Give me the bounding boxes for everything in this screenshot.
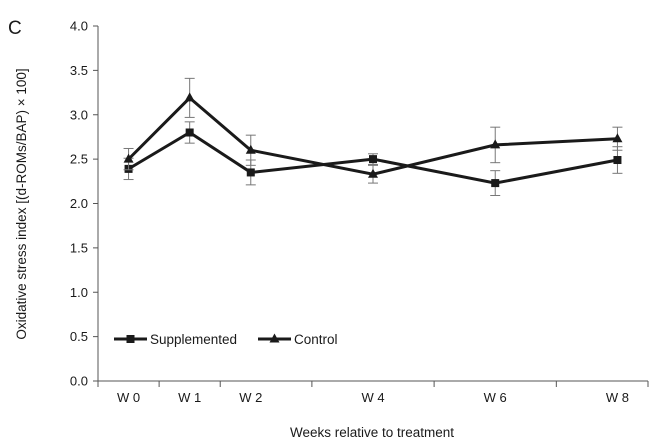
data-point-triangle bbox=[612, 133, 623, 143]
data-point-triangle bbox=[184, 92, 195, 102]
data-point-triangle bbox=[368, 168, 378, 178]
x-tick-label: W 8 bbox=[606, 390, 629, 405]
y-tick-label: 0.5 bbox=[70, 329, 88, 344]
data-point-triangle bbox=[490, 139, 501, 149]
y-tick-label: 3.0 bbox=[70, 107, 88, 122]
data-point-square bbox=[491, 179, 500, 188]
plot-area bbox=[123, 77, 623, 197]
x-tick-label: W 6 bbox=[484, 390, 507, 405]
y-tick-label: 3.5 bbox=[70, 63, 88, 78]
series-supplemented bbox=[123, 121, 623, 197]
y-tick-label: 4.0 bbox=[70, 19, 88, 34]
x-axis-title: Weeks relative to treatment bbox=[290, 425, 454, 440]
series-control bbox=[123, 77, 623, 184]
y-tick-label: 1.5 bbox=[70, 240, 88, 255]
legend: Supplemented Control bbox=[114, 332, 338, 347]
data-point-triangle bbox=[123, 153, 134, 163]
y-axis-title: Oxidative stress index [(d-ROMs/BAP) × 1… bbox=[14, 68, 29, 339]
y-tick-label: 2.5 bbox=[70, 152, 88, 167]
data-point-triangle bbox=[245, 144, 256, 154]
y-tick-label: 2.0 bbox=[70, 196, 88, 211]
x-tick-label: W 2 bbox=[239, 390, 262, 405]
x-tick-label: W 4 bbox=[361, 390, 384, 405]
panel-label: C bbox=[8, 18, 22, 39]
series-line bbox=[127, 130, 618, 185]
data-point-square bbox=[185, 128, 194, 137]
legend-label: Control bbox=[294, 332, 338, 347]
x-tick-label: W 0 bbox=[117, 390, 140, 405]
data-point-square bbox=[246, 168, 255, 177]
y-axis: 0.0 0.5 1.0 1.5 2.0 2.5 3.0 3.5 4.0 bbox=[70, 19, 99, 389]
data-point-square bbox=[613, 156, 622, 165]
series-line bbox=[127, 95, 618, 176]
legend-marker-square bbox=[126, 335, 135, 343]
legend-label: Supplemented bbox=[150, 332, 237, 347]
legend-marker-triangle bbox=[269, 333, 280, 343]
y-tick-label: 0.0 bbox=[70, 374, 88, 389]
x-axis: W 0 W 1 W 2 W 4 W 6 W 8 bbox=[97, 380, 649, 405]
x-tick-label: W 1 bbox=[178, 390, 201, 405]
y-tick-label: 1.0 bbox=[70, 285, 88, 300]
data-point-square bbox=[369, 155, 377, 164]
